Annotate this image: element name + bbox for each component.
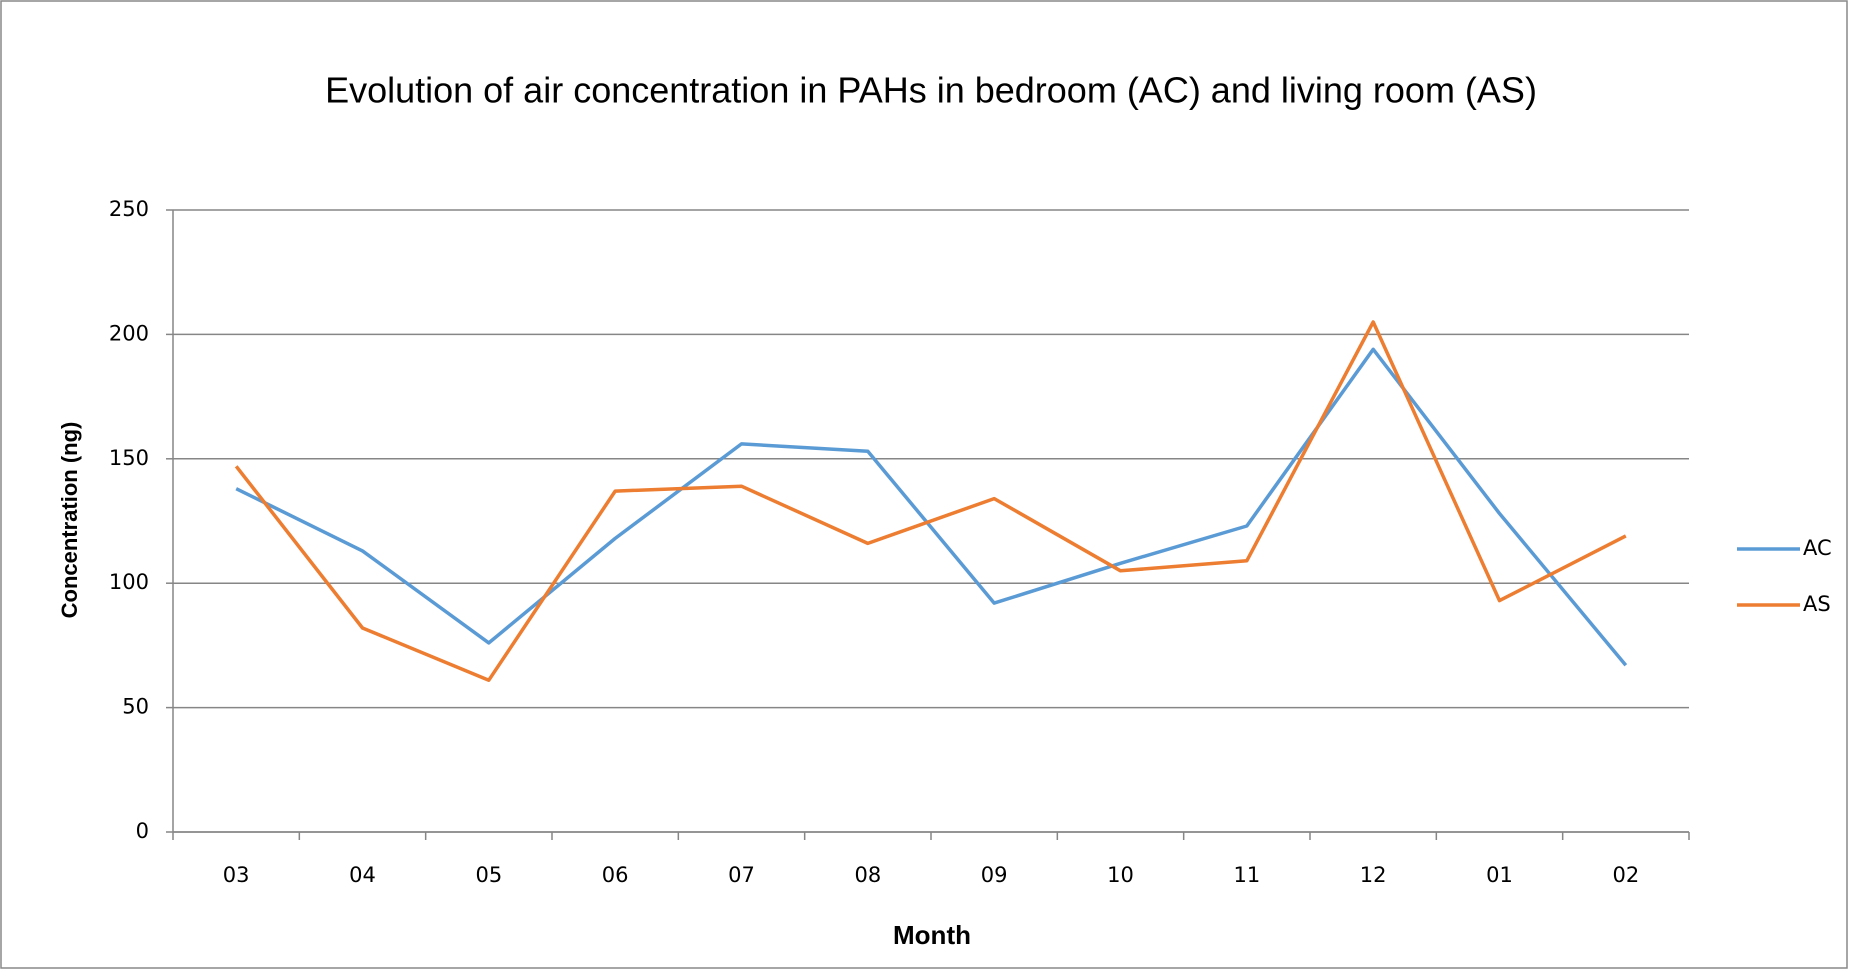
x-tick-label: 12 [1360,863,1387,887]
y-tick-label: 200 [109,321,149,345]
x-tick-label: 01 [1486,863,1513,887]
y-tick-label: 100 [109,570,149,594]
x-tick-label: 04 [349,863,376,887]
y-tick-label: 250 [109,197,149,221]
chart-title: Evolution of air concentration in PAHs i… [325,70,1537,111]
x-tick-label: 11 [1233,863,1260,887]
y-tick-label: 0 [136,819,149,843]
y-tick-label: 150 [109,446,149,470]
y-axis-title: Concentration (ng) [57,422,82,619]
series-line [234,320,1627,682]
legend-label: AS [1803,592,1831,616]
x-tick-label: 05 [475,863,502,887]
x-tick-label: 06 [602,863,629,887]
x-tick-label: 09 [981,863,1008,887]
legend-label: AC [1803,536,1832,560]
x-tick-label: 02 [1612,863,1639,887]
x-tick-label: 03 [223,863,250,887]
y-tick-label: 50 [122,695,149,719]
series-line [235,347,1628,667]
x-tick-label: 08 [854,863,881,887]
x-axis-title: Month [893,920,971,950]
x-tick-label: 07 [728,863,755,887]
x-tick-label: 10 [1107,863,1134,887]
